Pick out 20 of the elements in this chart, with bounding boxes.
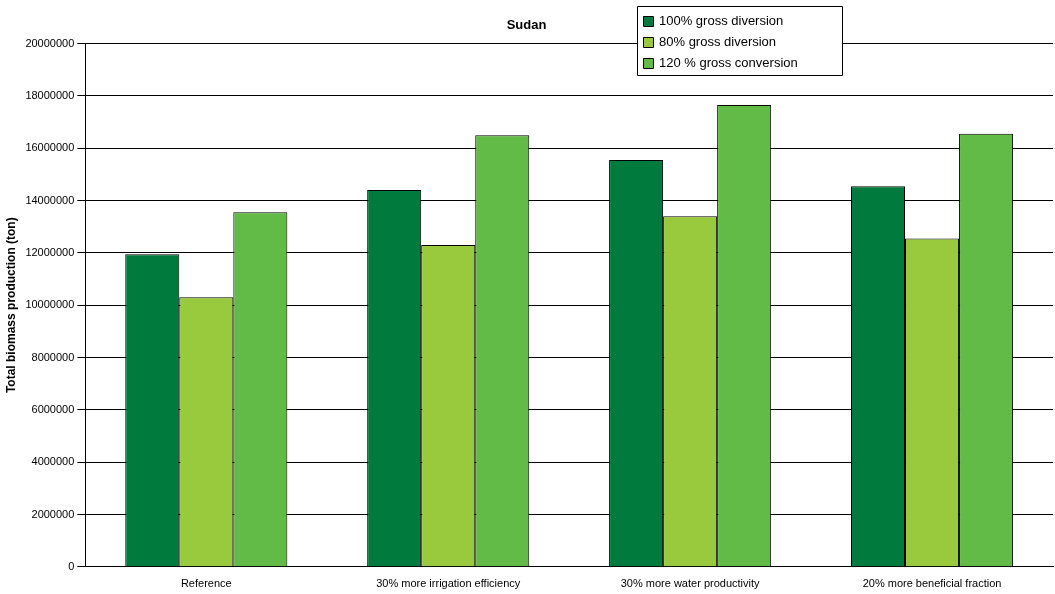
y-tick-label: 20000000: [25, 36, 75, 49]
y-tick-label: 4000000: [31, 455, 75, 468]
y-tick-label: 8000000: [31, 350, 75, 363]
x-tick-label: Reference: [180, 577, 232, 590]
legend-label: 100% gross diversion: [659, 12, 784, 28]
y-tick-label: 18000000: [25, 88, 75, 101]
y-tick-label: 0: [68, 559, 75, 572]
x-tick-label: 30% more water productivity: [620, 577, 761, 590]
y-tick-label: 6000000: [31, 402, 75, 415]
chart-title: Sudan: [506, 17, 547, 33]
x-tick-label: 20% more beneficial fraction: [862, 577, 1002, 590]
x-tick-label: 30% more irrigation efficiency: [376, 577, 521, 590]
y-tick-label: 12000000: [25, 245, 75, 258]
y-axis-title: Total biomass production (ton): [3, 217, 18, 394]
legend-label: 80% gross diversion: [659, 33, 777, 49]
y-tick-label: 16000000: [25, 141, 75, 154]
legend-label: 120 % gross conversion: [659, 54, 798, 70]
y-tick-label: 14000000: [25, 193, 75, 206]
y-tick-label: 10000000: [25, 298, 75, 311]
y-tick-label: 2000000: [31, 507, 75, 520]
